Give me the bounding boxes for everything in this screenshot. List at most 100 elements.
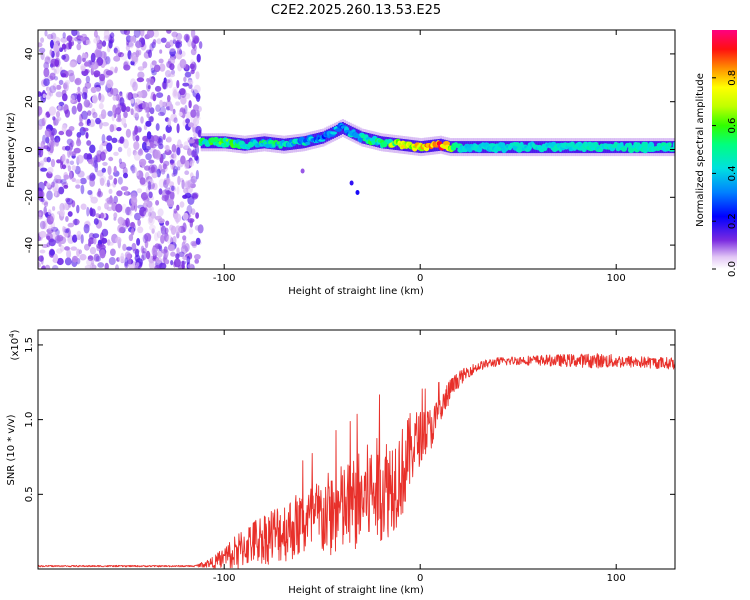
- noise-point: [100, 95, 105, 103]
- noise-point: [49, 144, 54, 154]
- noise-point: [182, 194, 188, 199]
- noise-point: [166, 235, 173, 244]
- noise-point: [126, 246, 133, 251]
- noise-point: [165, 70, 172, 78]
- noise-point: [67, 69, 75, 77]
- snr-x-label: Height of straight line (km): [288, 585, 424, 596]
- noise-point: [59, 245, 65, 252]
- noise-point: [136, 262, 140, 267]
- noise-point: [193, 37, 199, 45]
- noise-point: [159, 63, 166, 72]
- noise-point: [168, 47, 176, 52]
- noise-point: [90, 196, 98, 204]
- noise-point: [178, 251, 185, 258]
- noise-point: [102, 122, 109, 127]
- noise-point: [68, 72, 75, 83]
- noise-point: [181, 241, 186, 249]
- noise-point: [99, 151, 106, 161]
- noise-point: [119, 136, 125, 144]
- noise-point: [155, 200, 160, 206]
- noise-point: [105, 56, 111, 65]
- noise-point: [139, 177, 146, 185]
- noise-point: [46, 215, 54, 225]
- noise-point: [61, 43, 67, 50]
- noise-point: [180, 88, 187, 99]
- noise-point: [160, 37, 167, 43]
- noise-point: [118, 158, 122, 165]
- noise-point: [167, 73, 176, 78]
- noise-point: [144, 200, 148, 206]
- noise-point: [133, 30, 141, 38]
- noise-point: [68, 126, 75, 132]
- noise-point: [179, 88, 186, 96]
- noise-point: [115, 107, 122, 115]
- noise-point: [154, 85, 162, 92]
- noise-point: [38, 42, 43, 48]
- noise-point: [113, 55, 121, 62]
- noise-point: [156, 257, 162, 264]
- noise-point: [123, 172, 128, 179]
- noise-point: [187, 148, 192, 156]
- noise-point: [151, 228, 155, 234]
- noise-point: [190, 172, 194, 179]
- noise-point: [77, 54, 82, 64]
- noise-point: [176, 123, 180, 134]
- noise-point: [66, 249, 72, 259]
- noise-point: [84, 61, 90, 67]
- noise-point: [40, 51, 45, 61]
- noise-point: [170, 113, 178, 122]
- noise-point: [151, 60, 157, 66]
- noise-point: [142, 61, 148, 69]
- noise-point: [52, 231, 58, 241]
- noise-point: [191, 193, 198, 200]
- noise-point: [154, 232, 159, 242]
- noise-point: [160, 168, 166, 175]
- noise-point: [189, 63, 195, 70]
- noise-point: [62, 225, 66, 233]
- noise-point: [100, 109, 107, 119]
- noise-point: [70, 246, 78, 251]
- noise-point: [190, 240, 198, 247]
- noise-point: [130, 60, 135, 66]
- noise-point: [66, 35, 73, 42]
- noise-point: [96, 190, 103, 198]
- noise-point: [56, 84, 62, 90]
- noise-point: [181, 260, 185, 269]
- noise-point: [173, 117, 178, 124]
- noise-point: [43, 114, 48, 123]
- noise-point: [181, 50, 186, 57]
- noise-point: [195, 105, 202, 113]
- noise-point: [157, 208, 164, 217]
- noise-point: [60, 73, 67, 78]
- noise-point: [140, 116, 144, 124]
- snr-plot: -100 0 100 0.5 1.0 1.5 Height of straight li…: [6, 329, 676, 596]
- noise-point: [171, 143, 177, 153]
- noise-point: [187, 263, 194, 269]
- noise-point: [171, 172, 176, 177]
- noise-point: [80, 203, 87, 210]
- noise-point: [146, 30, 155, 38]
- noise-point: [93, 37, 100, 44]
- noise-point: [86, 206, 90, 217]
- noise-point: [137, 71, 145, 79]
- noise-point: [156, 38, 162, 45]
- noise-point: [179, 58, 187, 69]
- noise-point: [87, 190, 93, 195]
- track-cell: [476, 146, 483, 153]
- noise-point: [138, 158, 147, 167]
- noise-point: [53, 36, 61, 45]
- noise-point: [65, 129, 73, 137]
- noise-point: [86, 140, 92, 146]
- noise-point: [142, 102, 150, 110]
- noise-point: [113, 212, 118, 219]
- noise-point: [146, 82, 151, 92]
- noise-point: [135, 135, 140, 142]
- noise-point: [94, 87, 101, 92]
- noise-point: [111, 88, 119, 96]
- noise-point: [117, 146, 123, 153]
- noise-point: [144, 239, 149, 249]
- noise-point: [153, 30, 160, 38]
- noise-point: [96, 243, 102, 249]
- noise-point: [177, 175, 181, 186]
- noise-point: [115, 49, 121, 57]
